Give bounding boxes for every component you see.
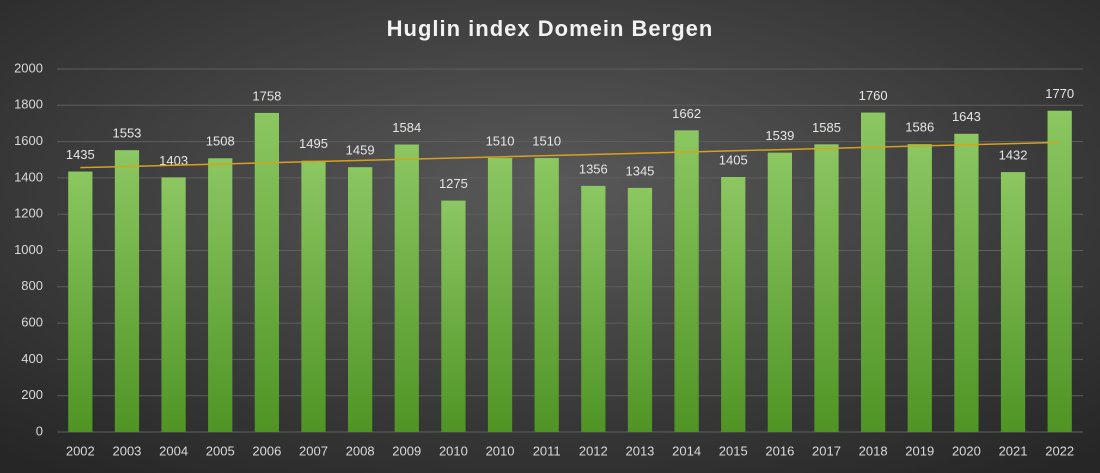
x-tick-label: 2002 (66, 443, 95, 458)
data-label: 1345 (625, 163, 654, 178)
data-label: 1356 (579, 161, 608, 176)
bar (254, 112, 279, 432)
bar (301, 160, 326, 432)
x-tick-label: 2010 (439, 443, 468, 458)
bar (208, 158, 233, 432)
x-tick-label: 2020 (952, 443, 981, 458)
bar (441, 200, 466, 432)
bar (487, 157, 513, 432)
x-tick-label: 2007 (299, 443, 328, 458)
bar (68, 171, 93, 433)
x-tick-label: 2022 (1045, 443, 1074, 458)
data-label: 1508 (206, 134, 235, 149)
data-label: 1584 (392, 120, 421, 135)
y-tick-label: 1800 (14, 97, 43, 112)
x-tick-label: 2006 (252, 443, 281, 458)
data-label: 1459 (346, 143, 375, 158)
y-tick-label: 800 (21, 278, 43, 293)
x-tick-label: 2003 (112, 443, 141, 458)
bar (1047, 110, 1072, 433)
data-label: 1405 (719, 152, 748, 167)
data-label: 1662 (672, 106, 701, 121)
data-label: 1432 (999, 148, 1028, 163)
data-label: 1435 (66, 147, 95, 162)
data-label: 1510 (486, 133, 515, 148)
bar (814, 144, 839, 432)
y-tick-label: 1200 (14, 206, 43, 221)
x-tick-label: 2017 (812, 443, 841, 458)
bar (114, 150, 140, 432)
x-tick-label: 2013 (625, 443, 654, 458)
bar (1000, 172, 1026, 433)
bar (394, 144, 419, 432)
data-label: 1586 (905, 120, 934, 135)
data-label: 1539 (765, 128, 794, 143)
y-tick-label: 1600 (14, 133, 43, 148)
bar (861, 112, 886, 432)
bar (627, 187, 653, 432)
y-tick-label: 400 (21, 351, 43, 366)
bar (907, 144, 932, 433)
x-tick-label: 2005 (206, 443, 235, 458)
bar (534, 157, 559, 432)
bar (161, 177, 186, 432)
data-label: 1275 (439, 176, 468, 191)
x-tick-label: 2018 (859, 443, 888, 458)
data-label: 1510 (532, 133, 561, 148)
bar (674, 130, 699, 433)
y-tick-label: 2000 (14, 60, 43, 75)
data-label: 1585 (812, 120, 841, 135)
bar (767, 152, 792, 432)
y-tick-label: 1000 (14, 242, 43, 257)
x-tick-label: 2011 (533, 443, 561, 458)
bar (581, 185, 606, 432)
x-tick-label: 2019 (905, 443, 934, 458)
bar (348, 167, 373, 432)
data-label: 1760 (859, 88, 888, 103)
x-tick-label: 2008 (346, 443, 375, 458)
trendline (80, 141, 1060, 169)
data-label: 1758 (252, 88, 281, 103)
y-tick-label: 200 (21, 387, 43, 402)
x-tick-label: 2004 (159, 443, 188, 458)
data-label: 1770 (1045, 86, 1074, 101)
data-label: 1643 (952, 109, 981, 124)
y-tick-label: 0 (36, 423, 43, 438)
y-tick-label: 1400 (14, 169, 43, 184)
data-label: 1553 (112, 126, 141, 141)
data-label: 1495 (299, 136, 328, 151)
data-label: 1403 (159, 153, 188, 168)
x-tick-label: 2014 (672, 443, 701, 458)
x-tick-label: 2012 (579, 443, 608, 458)
x-tick-label: 2015 (719, 443, 748, 458)
bar (721, 176, 746, 432)
x-tick-label: 2016 (765, 443, 794, 458)
x-tick-label: 2021 (999, 443, 1028, 458)
chart-title: Huglin index Domein Bergen (387, 16, 714, 41)
x-tick-label: 2010 (486, 443, 515, 458)
x-tick-label: 2009 (392, 443, 421, 458)
bar (954, 133, 979, 432)
y-tick-label: 600 (21, 315, 43, 330)
